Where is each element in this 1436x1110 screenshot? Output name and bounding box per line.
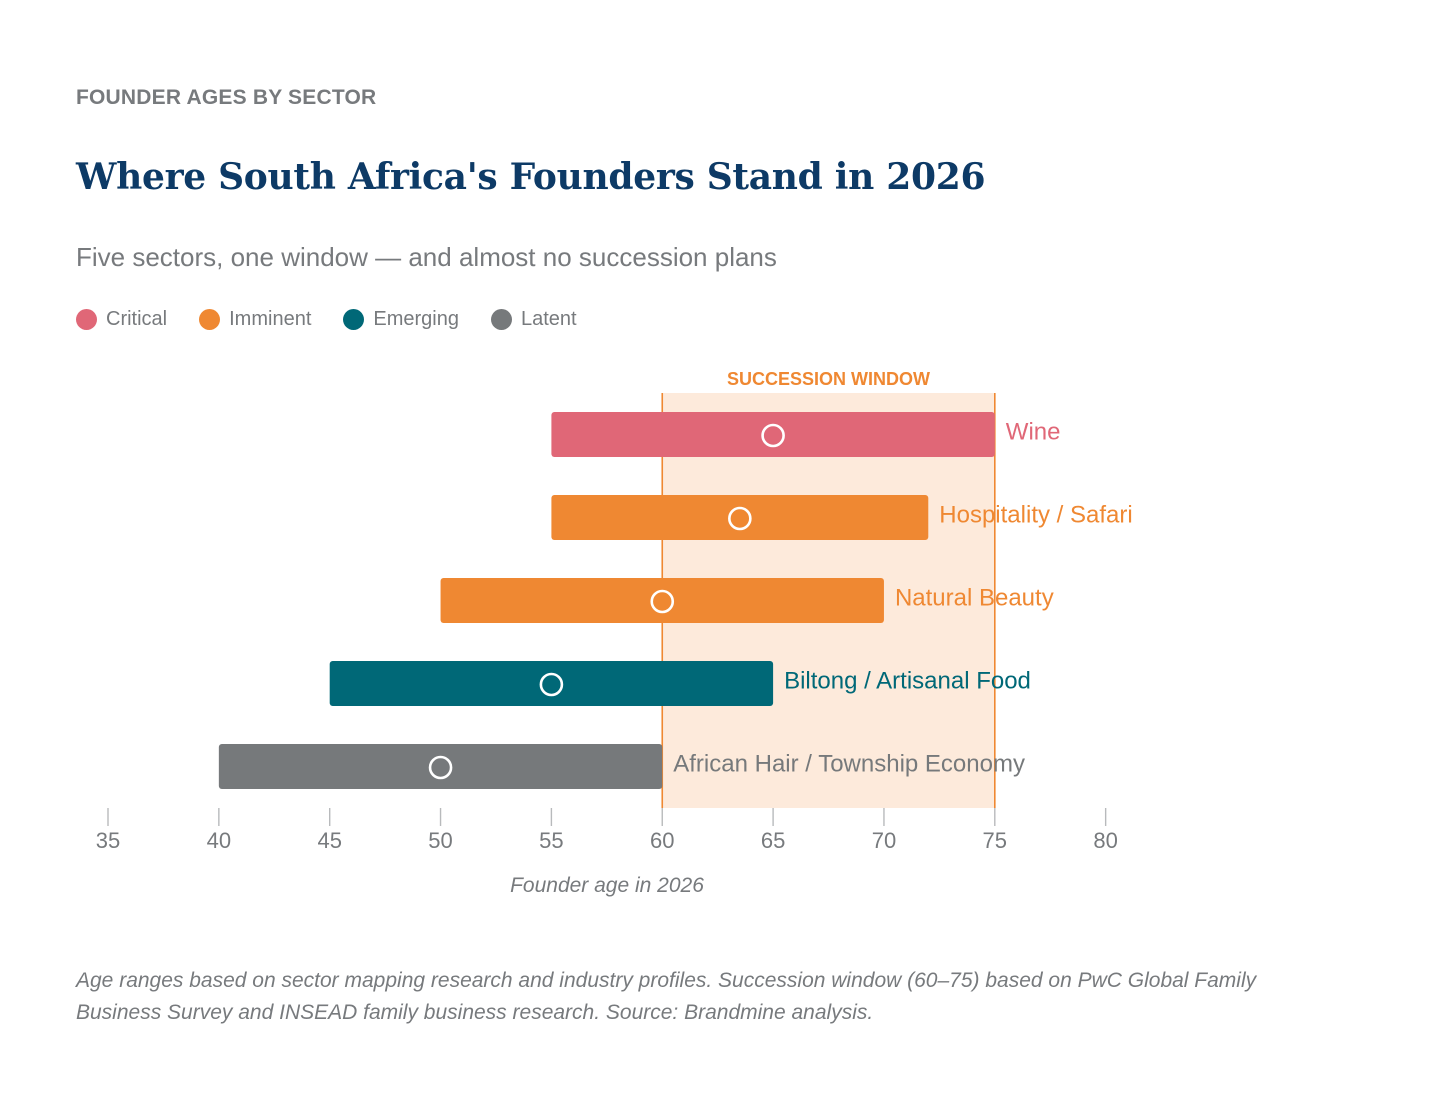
bars-layer: Wine Hospitality / Safari Natural Beauty Bi… <box>218 412 1133 789</box>
x-axis-title: Founder age in 2026 <box>510 874 704 897</box>
chart-eyebrow: FOUNDER AGES BY SECTOR <box>76 86 377 109</box>
chart-title: Where South Africa's Founders Stand in 2… <box>76 156 986 198</box>
marker-natural-beauty <box>650 589 675 614</box>
bar-african-hair-township-economy <box>218 744 663 789</box>
marker-hospitality-safari <box>728 506 752 531</box>
legend-swatch-emerging <box>343 309 365 330</box>
legend-swatch-imminent <box>199 309 221 330</box>
bar-biltong-artisanal-food <box>329 661 774 706</box>
x-tick-label-50: 50 <box>428 828 452 853</box>
x-tick-label-55: 55 <box>539 828 563 853</box>
succession-window-label: SUCCESSION WINDOW <box>727 369 930 389</box>
x-tick-label-80: 80 <box>1093 828 1117 853</box>
legend-label-latent: Latent <box>520 308 577 330</box>
bar-hospitality-safari <box>551 495 929 540</box>
bar-label-natural-beauty: Natural Beauty <box>895 585 1054 612</box>
legend-swatch-critical <box>76 309 97 330</box>
x-tick-label-75: 75 <box>983 828 1007 853</box>
chart-subtitle: Five sectors, one window — and almost no… <box>76 242 777 272</box>
x-tick-label-70: 70 <box>872 828 896 853</box>
legend-label-critical: Critical <box>106 308 168 330</box>
marker-african-hair-township-economy <box>428 755 453 780</box>
bar-label-hospitality-safari: Hospitality / Safari <box>939 502 1132 529</box>
x-tick-label-60: 60 <box>650 828 674 853</box>
bar-label-biltong-artisanal-food: Biltong / Artisanal Food <box>784 668 1031 695</box>
footnote: Age ranges based on sector mapping resea… <box>76 969 1257 1024</box>
legend-item-imminent: Imminent <box>199 308 311 331</box>
legend-item-critical: Critical <box>76 308 167 331</box>
legend-item-latent: Latent <box>490 308 577 331</box>
marker-biltong-artisanal-food <box>539 672 564 697</box>
x-tick-label-40: 40 <box>207 828 231 853</box>
legend-label-imminent: Imminent <box>229 308 312 330</box>
marker-wine <box>761 423 785 448</box>
x-tick-label-35: 35 <box>96 828 120 853</box>
bar-label-wine: Wine <box>1006 419 1061 446</box>
x-axis: 35 40 45 50 55 60 65 70 75 80 Founder age in 2026 <box>96 808 1118 897</box>
x-tick-label-65: 65 <box>761 828 785 853</box>
bar-wine <box>551 412 995 457</box>
legend-item-emerging: Emerging <box>343 308 459 331</box>
legend: Critical Imminent Emerging Latent <box>76 308 609 331</box>
bar-natural-beauty <box>440 578 884 623</box>
bar-label-african-hair-township-economy: African Hair / Township Economy <box>673 751 1025 778</box>
x-tick-label-45: 45 <box>317 828 341 853</box>
legend-swatch-latent <box>490 309 512 330</box>
legend-label-emerging: Emerging <box>373 308 459 330</box>
